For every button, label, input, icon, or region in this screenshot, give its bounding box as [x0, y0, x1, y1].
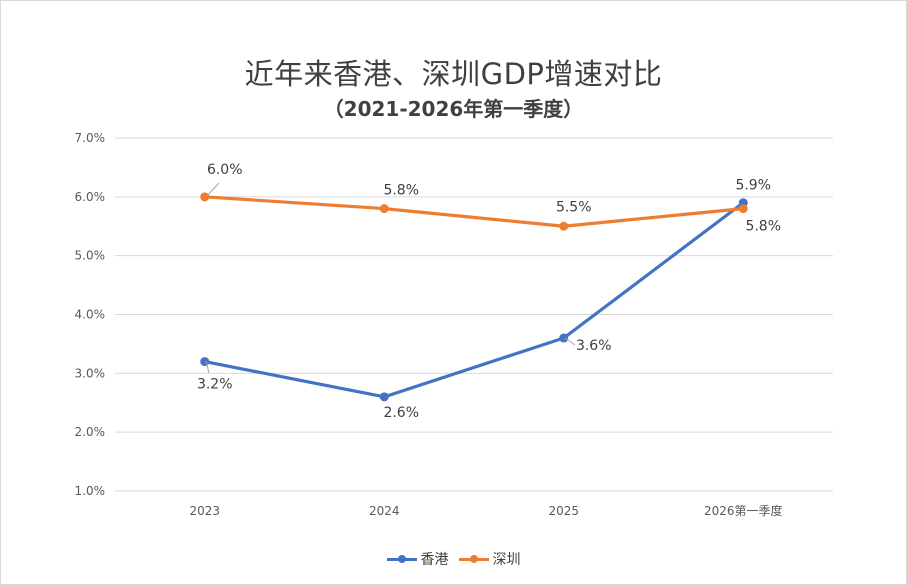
series-line-sz	[203, 195, 745, 228]
legend-label-sz: 深圳	[492, 552, 521, 568]
data-label-sz: 5.5%	[556, 199, 592, 215]
y-tick-label: 4.0%	[75, 308, 106, 322]
data-point-hk	[559, 333, 569, 343]
data-label-hk: 2.6%	[383, 405, 419, 421]
y-tick-label: 3.0%	[75, 366, 106, 380]
leader-line	[205, 360, 210, 374]
legend-item-hk[interactable]: 香港	[386, 549, 449, 569]
data-label-sz: 5.8%	[745, 219, 781, 235]
legend: 香港 深圳	[1, 549, 906, 569]
data-point-hk	[379, 392, 389, 402]
chart-title: 近年来香港、深圳GDP增速对比	[244, 57, 663, 91]
data-label-hk: 3.6%	[576, 338, 612, 354]
data-label-hk: 5.9%	[735, 178, 771, 194]
data-point-sz	[200, 192, 210, 202]
y-tick-label: 6.0%	[75, 190, 106, 204]
data-point-sz	[379, 204, 389, 214]
y-tick-label: 2.0%	[75, 425, 106, 439]
y-tick-label: 1.0%	[75, 484, 106, 498]
x-tick-label: 2026第一季度	[704, 503, 783, 518]
y-tick-label: 5.0%	[75, 249, 106, 263]
data-label-hk: 3.2%	[197, 377, 233, 393]
legend-marker-hk	[386, 554, 417, 564]
x-tick-label: 2023	[189, 504, 220, 518]
legend-label-hk: 香港	[420, 552, 449, 568]
x-tick-label: 2025	[548, 504, 579, 518]
leader-line	[206, 182, 220, 197]
x-tick-label: 2024	[369, 504, 400, 518]
data-point-sz	[559, 221, 569, 231]
data-point-sz	[738, 204, 748, 214]
legend-marker-sz	[458, 554, 489, 564]
legend-item-sz[interactable]: 深圳	[458, 549, 521, 569]
data-point-hk	[200, 357, 210, 367]
data-label-sz: 5.8%	[383, 183, 419, 199]
leader-line	[564, 337, 576, 346]
y-tick-label: 7.0%	[75, 131, 106, 145]
chart-subtitle: （2021-2026年第一季度）	[323, 97, 584, 121]
data-label-sz: 6.0%	[207, 162, 243, 178]
series-line-hk	[203, 201, 745, 399]
